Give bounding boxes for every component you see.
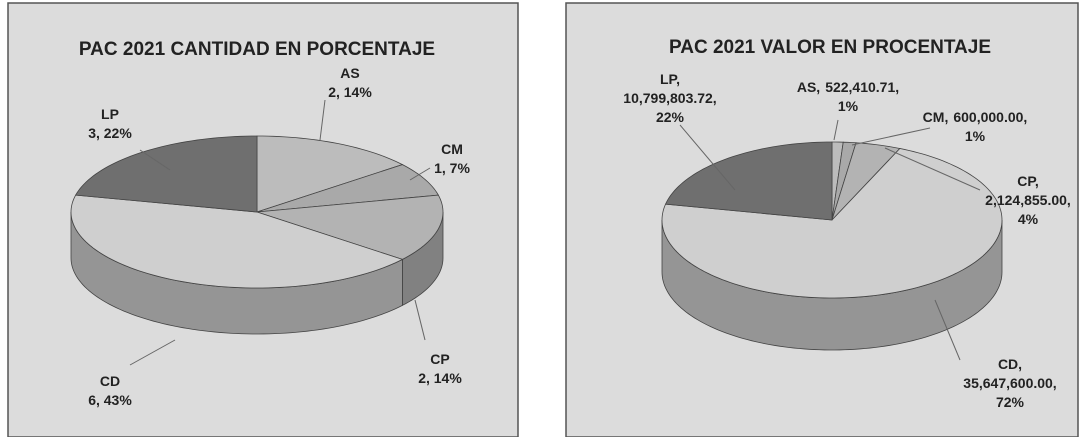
data-label: 72%: [996, 394, 1025, 410]
value-label: 522,410.71,: [825, 79, 899, 95]
value-label: 1%: [838, 98, 859, 114]
category-label: AS,: [797, 79, 820, 95]
category-label: LP: [101, 106, 119, 122]
data-label: 1, 7%: [434, 160, 470, 176]
data-label: CP: [430, 351, 449, 367]
value-label: 35,647,600.00,: [963, 375, 1056, 391]
slice: [256, 164, 440, 213]
slice: [256, 194, 444, 260]
data-label: 1%: [965, 128, 986, 144]
slice: [664, 141, 833, 221]
value-label: 3, 22%: [88, 125, 132, 141]
leader-line: [414, 299, 426, 341]
data-label: LP,: [660, 71, 680, 87]
value-label: 6, 43%: [88, 392, 132, 408]
data-label: 2, 14%: [328, 84, 372, 100]
data-label: CD: [100, 373, 120, 389]
slice: [70, 194, 404, 289]
data-label: 4%: [1018, 211, 1039, 227]
value-label: 2, 14%: [328, 84, 372, 100]
data-label: AS: [340, 65, 359, 81]
value-label: 72%: [996, 394, 1025, 410]
value-label: 4%: [1018, 211, 1039, 227]
data-label: CM: [441, 141, 463, 157]
leader-line: [409, 167, 431, 181]
data-label: CM, 600,000.00,: [923, 109, 1028, 125]
value-label: 1, 7%: [434, 160, 470, 176]
chart-title: PAC 2021 CANTIDAD EN PORCENTAJE: [79, 39, 435, 60]
leader-line: [319, 99, 326, 141]
data-label: 10,799,803.72,: [623, 90, 716, 106]
data-label: 1%: [838, 98, 859, 114]
chart-title: PAC 2021 VALOR EN PROCENTAJE: [669, 37, 991, 58]
category-label: LP,: [660, 71, 680, 87]
category-label: CP,: [1017, 173, 1039, 189]
value-label: 1%: [965, 128, 986, 144]
category-label: AS: [340, 65, 359, 81]
value-label: 600,000.00,: [953, 109, 1027, 125]
pie: [70, 135, 444, 335]
slice: [256, 135, 404, 213]
data-label: 3, 22%: [88, 125, 132, 141]
leader-line: [129, 339, 176, 366]
value-label: 2, 14%: [418, 370, 462, 386]
pie: [661, 141, 1003, 351]
leader-line: [679, 124, 736, 191]
leader-line: [884, 147, 981, 191]
data-label: CD,: [998, 356, 1022, 372]
data-label: 2,124,855.00,: [985, 192, 1071, 208]
data-label: 2, 14%: [418, 370, 462, 386]
slice: [661, 148, 1003, 299]
data-label: LP: [101, 106, 119, 122]
category-label: CD: [100, 373, 120, 389]
slice: [74, 135, 258, 213]
category-label: CP: [430, 351, 449, 367]
data-label: AS, 522,410.71,: [797, 79, 899, 95]
leader-line: [934, 299, 961, 361]
category-label: CM: [441, 141, 463, 157]
value-label: 10,799,803.72,: [623, 90, 716, 106]
value-label: 2,124,855.00,: [985, 192, 1071, 208]
data-label: 6, 43%: [88, 392, 132, 408]
data-label: CP,: [1017, 173, 1039, 189]
category-label: CM,: [923, 109, 949, 125]
leader-line: [851, 127, 931, 146]
data-label: 35,647,600.00,: [963, 375, 1056, 391]
leader-line: [833, 119, 839, 141]
data-label: 22%: [656, 109, 685, 125]
value-label: 22%: [656, 109, 685, 125]
category-label: CD,: [998, 356, 1022, 372]
leader-line: [139, 149, 171, 171]
